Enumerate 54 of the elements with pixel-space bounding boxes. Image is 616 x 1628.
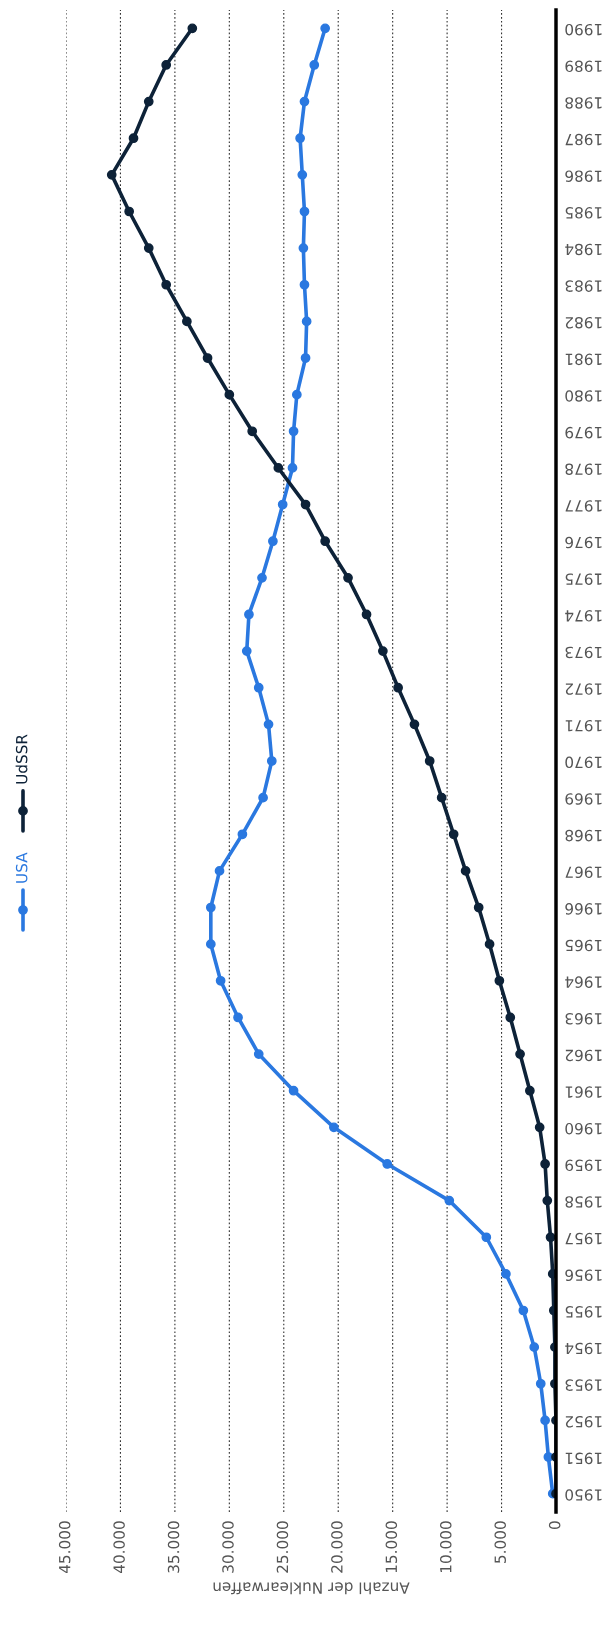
y-tick-label: 1976 — [565, 536, 602, 549]
y-tick-label: 1972 — [565, 683, 602, 695]
y-tick-label: 1950 — [565, 1489, 602, 1501]
y-tick-label: 1968 — [565, 829, 602, 842]
y-tick-label: 1980 — [565, 390, 602, 402]
x-tick-label: 10.000 — [439, 1521, 452, 1573]
y-tick-label: 1975 — [565, 573, 602, 585]
x-tick-label: 45.000 — [58, 1521, 71, 1574]
x-tick-label: 30.000 — [222, 1521, 234, 1573]
x-tick-label: 35.000 — [167, 1521, 180, 1573]
y-tick-label: 1969 — [565, 793, 602, 805]
y-tick-label: 1971 — [565, 719, 602, 732]
y-tick-label: 1989 — [565, 60, 602, 73]
y-tick-label: 1959 — [565, 1159, 602, 1172]
y-tick-label: 1982 — [565, 316, 602, 329]
text: USA — [15, 852, 28, 883]
y-tick-label: 1973 — [565, 646, 602, 659]
y-tick-label: 1987 — [565, 133, 602, 146]
y-tick-label: 1956 — [565, 1269, 602, 1281]
y-tick-label: 1967 — [565, 866, 602, 879]
y-tick-label: 1951 — [565, 1452, 602, 1465]
x-axis-title: Anzahl der Nuklearwaffen — [213, 1582, 410, 1595]
x-tick-label: 5.000 — [494, 1521, 506, 1563]
y-tick-label: 1965 — [565, 939, 602, 952]
y-tick-label: 1952 — [565, 1415, 602, 1428]
y-tick-label: 1964 — [565, 976, 602, 988]
y-tick-label: 1981 — [565, 353, 602, 366]
y-tick-label: 1970 — [565, 756, 602, 769]
y-tick-label: 1974 — [565, 610, 602, 622]
x-tick-label: 25.000 — [276, 1521, 289, 1573]
x-tick-label: 40.000 — [113, 1521, 125, 1574]
y-tick-label: 1966 — [565, 903, 602, 915]
y-tick-label: 1954 — [565, 1342, 602, 1355]
y-tick-label: 1990 — [565, 23, 602, 36]
y-tick-label: 1960 — [565, 1122, 602, 1135]
y-tick-label: 1983 — [565, 280, 602, 292]
y-tick-label: 1984 — [565, 243, 602, 256]
y-tick-label: 1955 — [565, 1306, 602, 1318]
text: UdSSR — [15, 734, 28, 784]
x-tick-label: 0 — [548, 1521, 561, 1530]
y-tick-label: 1953 — [565, 1379, 602, 1391]
y-tick-label: 1963 — [565, 1013, 602, 1025]
x-tick-label: 20.000 — [331, 1521, 343, 1573]
y-tick-label: 1961 — [565, 1086, 602, 1098]
x-tick-label: 15.000 — [385, 1521, 398, 1573]
y-tick-label: 1988 — [565, 97, 602, 109]
y-tick-label: 1985 — [565, 207, 602, 219]
y-tick-label: 1986 — [565, 170, 602, 182]
y-tick-label: 1957 — [565, 1232, 602, 1245]
y-tick-label: 1977 — [565, 500, 602, 512]
y-tick-label: 1978 — [565, 463, 602, 476]
y-tick-label: 1958 — [565, 1196, 602, 1208]
y-tick-label: 1979 — [565, 426, 602, 439]
y-tick-label: 1962 — [565, 1049, 602, 1062]
